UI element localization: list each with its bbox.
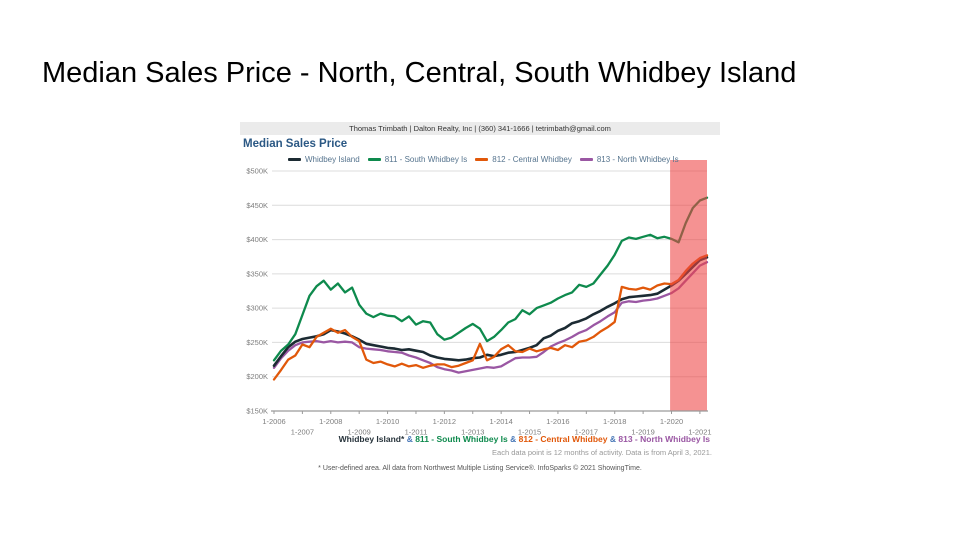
caption-central-whidbey: 812 - Central Whidbey [518,434,608,444]
chart-title: Median Sales Price [243,138,348,150]
slide-title: Median Sales Price - North, Central, Sou… [42,57,797,89]
chart-widget: Thomas Trimbath | Dalton Realty, Inc | (… [240,122,720,478]
svg-text:1-2017: 1-2017 [575,428,598,437]
legend-swatch-north-whidbey [579,158,593,161]
svg-text:$300K: $300K [246,304,268,313]
line-2 [272,196,709,362]
legend-item-south-whidbey: 811 - South Whidbey Is [367,155,468,164]
x-axis: 1-2006 1-2008 1-2010 1-2012 1-2014 1-2016 1-20… [262,410,712,437]
agent-contact-header: Thomas Trimbath | Dalton Realty, Inc | (… [240,122,720,135]
svg-text:1-2018: 1-2018 [603,417,626,426]
svg-text:1-2006: 1-2006 [262,417,285,426]
svg-text:1-2008: 1-2008 [319,417,342,426]
svg-text:$150K: $150K [246,407,268,416]
svg-text:1-2016: 1-2016 [546,417,569,426]
svg-text:1-2021: 1-2021 [688,428,711,437]
svg-text:1-2020: 1-2020 [660,417,683,426]
caption-whidbey-island: Whidbey Island* [338,434,405,444]
source-footnote: * User-defined area. All data from North… [318,465,642,472]
legend-item-whidbey-island: Whidbey Island [288,155,360,164]
legend-item-central-whidbey: 812 - Central Whidbey [475,155,572,164]
svg-text:$400K: $400K [246,235,268,244]
series-lines [272,196,709,381]
svg-text:1-2009: 1-2009 [348,428,371,437]
svg-text:$200K: $200K [246,372,268,381]
svg-text:1-2010: 1-2010 [376,417,399,426]
line-4 [272,261,709,374]
svg-text:$450K: $450K [246,201,268,210]
caption-ampersand: & [609,434,616,444]
line-1 [272,256,709,367]
highlight-rect [670,160,707,411]
svg-text:1-2013: 1-2013 [461,428,484,437]
legend-swatch-central-whidbey [475,158,489,161]
caption-ampersand: & [406,434,413,444]
chart-legend: Whidbey Island 811 - South Whidbey Is 81… [288,155,679,164]
svg-text:1-2007: 1-2007 [291,428,314,437]
legend-item-north-whidbey: 813 - North Whidbey Is [579,155,679,164]
gridlines-and-y-labels: $500K $450K $400K $350K $300K $250K $200K $150K [246,167,707,416]
caption-south-whidbey: 811 - South Whidbey Is [415,434,508,444]
svg-text:1-2011: 1-2011 [405,428,428,437]
svg-text:1-2015: 1-2015 [518,428,541,437]
line-3 [272,254,709,381]
svg-text:1-2019: 1-2019 [631,428,654,437]
svg-text:1-2012: 1-2012 [433,417,456,426]
svg-text:$350K: $350K [246,269,268,278]
svg-text:1-2014: 1-2014 [489,417,512,426]
legend-swatch-whidbey-island [288,158,301,161]
line-chart-canvas: $500K $450K $400K $350K $300K $250K $200K $150K… [246,160,712,437]
caption-ampersand: & [510,434,517,444]
area-caption: Whidbey Island* & 811 - South Whidbey Is… [339,434,710,444]
svg-text:$250K: $250K [246,338,268,347]
data-note: Each data point is 12 months of activity… [492,448,712,457]
legend-label: Whidbey Island [305,155,360,164]
highlight-region [670,160,707,411]
legend-label: 813 - North Whidbey Is [596,155,679,164]
legend-label: 812 - Central Whidbey [492,155,572,164]
caption-north-whidbey: 813 - North Whidbey Is [618,434,710,444]
legend-swatch-south-whidbey [367,158,381,161]
svg-text:$500K: $500K [246,167,268,176]
legend-label: 811 - South Whidbey Is [384,155,468,164]
